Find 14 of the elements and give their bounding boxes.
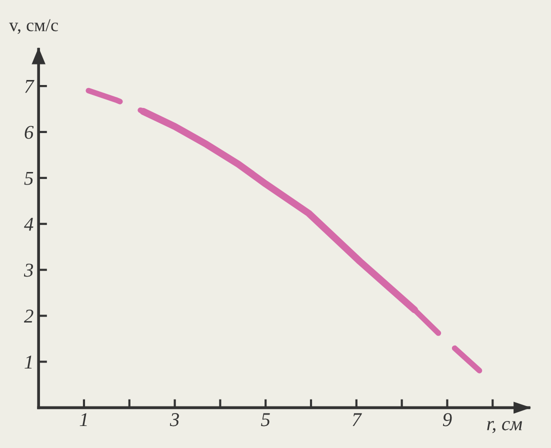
x-tick-label: 9 xyxy=(442,413,452,426)
y-tick-label: 6 xyxy=(24,126,34,139)
y-tick-label: 2 xyxy=(24,310,34,323)
y-tick-label: 7 xyxy=(25,80,34,93)
y-tick-label: 3 xyxy=(24,264,34,277)
x-axis-title: r, см xyxy=(487,420,522,434)
y-tick-label: 1 xyxy=(24,356,32,368)
y-tick-label: 4 xyxy=(24,218,34,231)
x-tick-label: 1 xyxy=(80,413,87,426)
x-tick-label: 5 xyxy=(261,413,270,426)
x-tick-label: 7 xyxy=(352,413,362,426)
y-tick-label: 5 xyxy=(24,172,34,185)
x-tick-label: 3 xyxy=(170,413,179,426)
y-axis-title: v, см/с xyxy=(9,19,58,34)
